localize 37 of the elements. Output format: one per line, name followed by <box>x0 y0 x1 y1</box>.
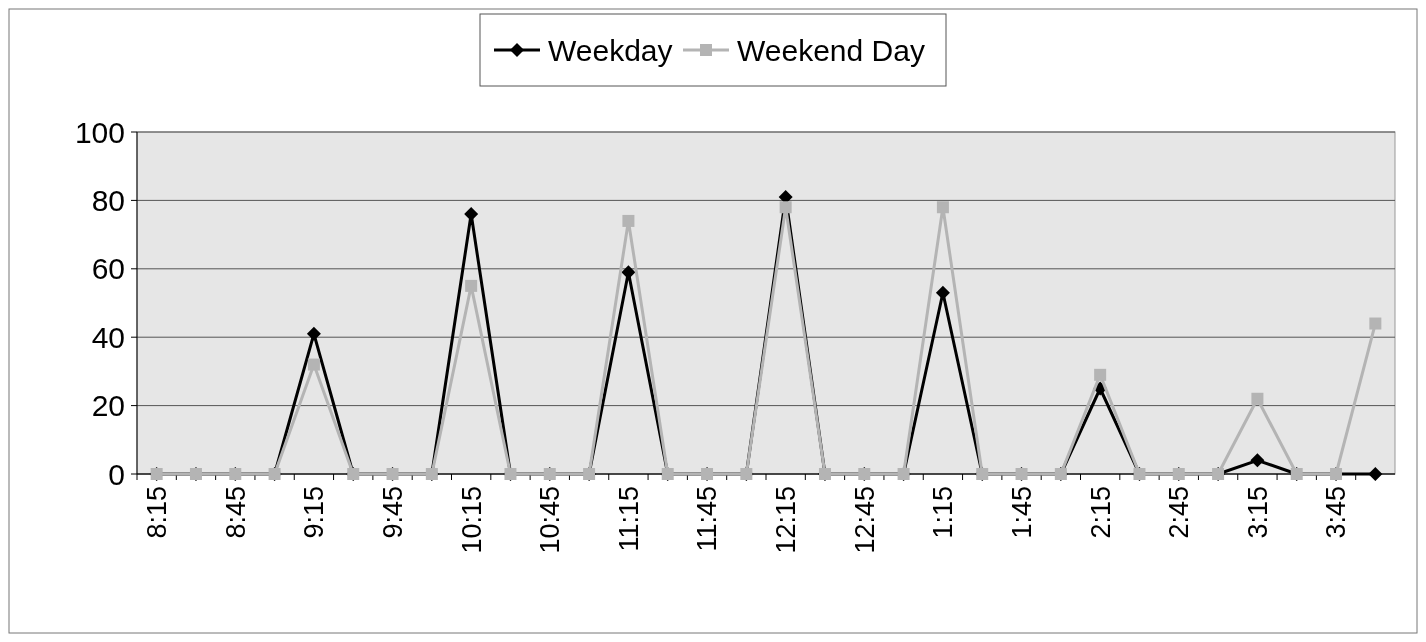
point <box>1251 392 1264 405</box>
x-tick-label: 1:15 <box>928 486 959 539</box>
x-tick-label: 3:15 <box>1242 486 1273 539</box>
x-tick-label: 10:15 <box>456 486 487 554</box>
x-tick-label: 8:15 <box>142 486 173 539</box>
point <box>306 326 321 341</box>
x-tick-label: 9:15 <box>299 486 330 539</box>
x-tick-label: 2:15 <box>1085 486 1116 539</box>
x-tick-label: 12:15 <box>771 486 802 554</box>
x-tick-label: 12:45 <box>849 486 880 554</box>
y-tick-label: 0 <box>108 457 125 491</box>
legend-label: Weekday <box>548 33 673 67</box>
point <box>1369 317 1382 330</box>
point <box>779 201 792 214</box>
point <box>465 279 478 292</box>
x-tick-label: 11:45 <box>692 486 723 552</box>
x-tick-label: 2:45 <box>1164 486 1195 539</box>
x-tick-label: 3:45 <box>1321 486 1352 539</box>
point <box>935 285 950 300</box>
x-tick-label: 11:15 <box>613 486 644 552</box>
point <box>1250 453 1265 468</box>
point <box>936 201 949 214</box>
x-tick-label: 1:45 <box>1006 486 1037 539</box>
y-tick-label: 20 <box>91 389 125 423</box>
legend-label: Weekend Day <box>737 33 925 67</box>
x-tick-label: 10:45 <box>535 486 566 554</box>
y-tick-label: 60 <box>91 252 125 286</box>
point <box>1368 467 1383 481</box>
x-tick-label: 8:45 <box>220 486 251 539</box>
x-tick-label: 9:45 <box>377 486 408 539</box>
point <box>1094 368 1107 381</box>
point <box>622 214 635 227</box>
y-tick-label: 100 <box>74 115 125 149</box>
y-tick-label: 80 <box>91 183 125 217</box>
y-tick-label: 40 <box>91 320 125 354</box>
point <box>778 189 793 204</box>
point <box>307 358 320 371</box>
